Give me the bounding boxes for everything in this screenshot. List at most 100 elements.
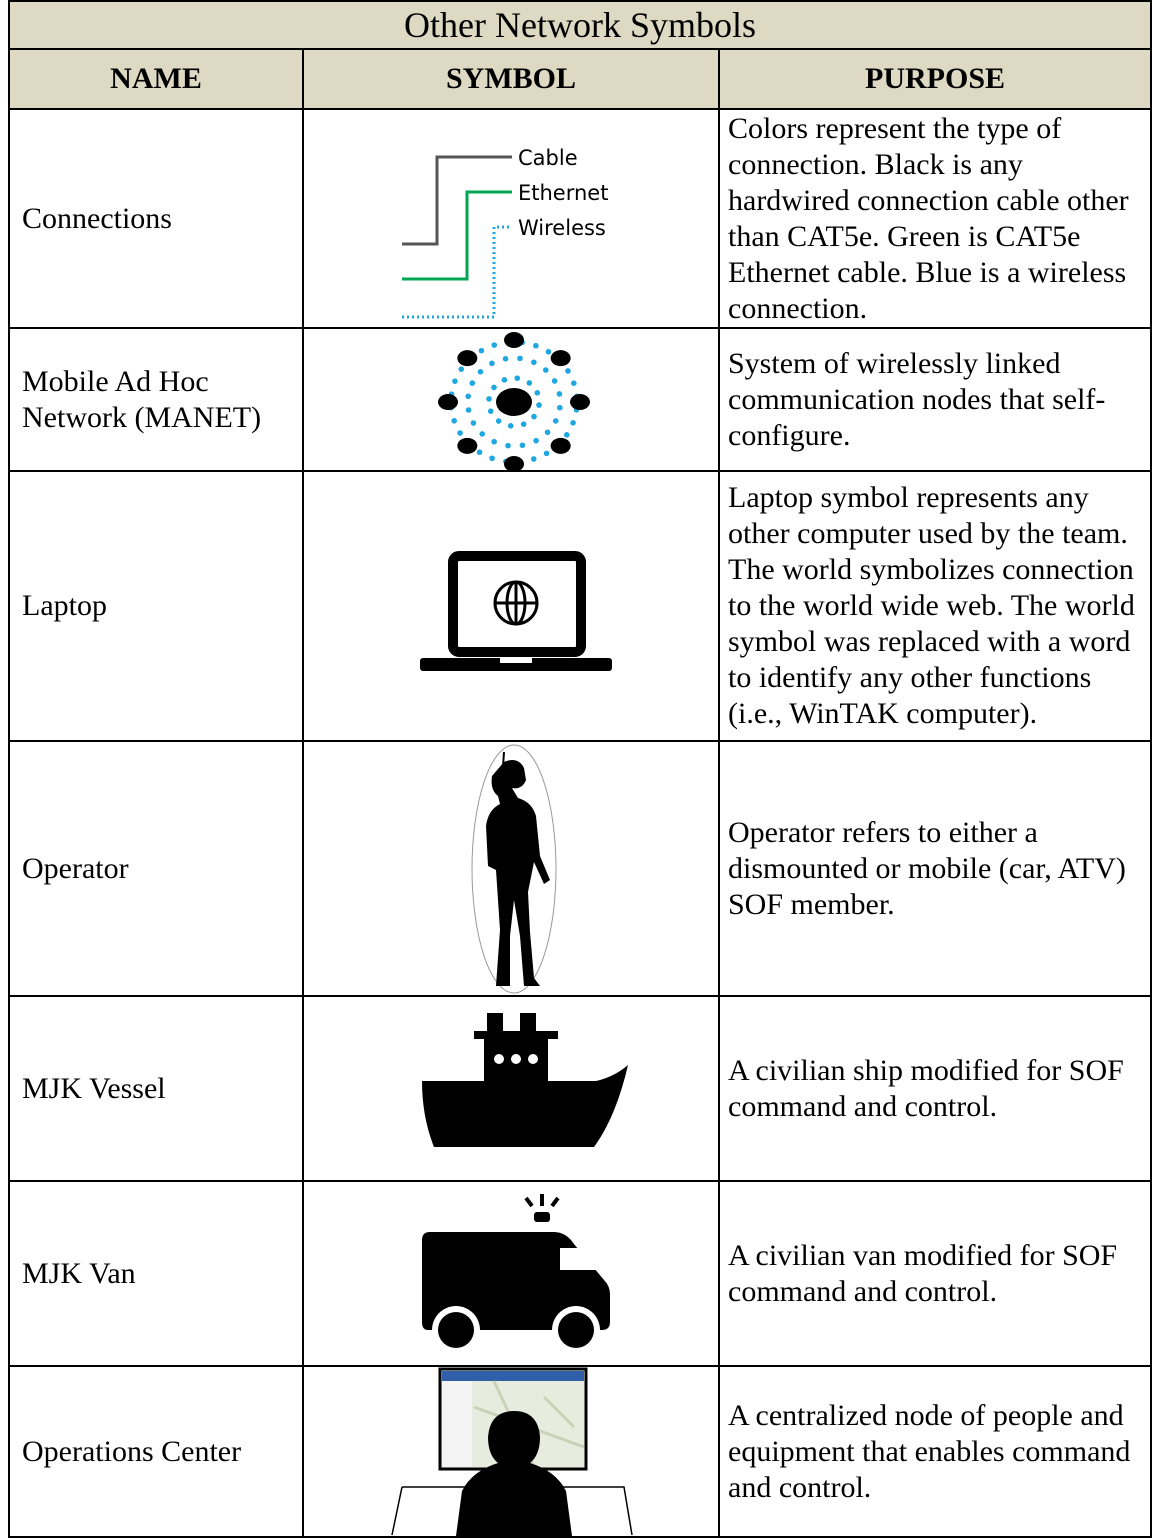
wireless-line [402,225,512,319]
funnel [487,1013,503,1033]
manet-link-dot [491,384,497,391]
header-cell: SYMBOL [302,48,720,110]
manet-link-dot [478,347,485,354]
symbol-cell [302,995,720,1182]
manet-link-dot [571,380,577,386]
manet-link-dot [479,431,486,437]
purpose-cell: Laptop symbol represents any other compu… [717,470,1153,742]
manet-link-dot [507,422,514,429]
manet-hub [496,388,532,416]
manet-node [504,456,524,470]
connections-symbol: Cable Ethernet Wireless [402,146,608,319]
purpose-cell: System of wirelessly linked communicatio… [717,327,1153,472]
name-cell: Laptop [8,470,304,742]
manet-link-dot [495,418,502,424]
manet-link-dot [465,393,471,400]
name-cell: Operator [8,740,304,997]
manet-node [550,350,571,367]
manet-link-dot [556,391,563,397]
purpose-cell: Colors represent the type of connection.… [717,108,1153,329]
manet-link-dot [545,348,552,355]
symbol-label: Cable [518,146,578,170]
operator-frame [471,744,557,994]
map-sidebar [442,1381,472,1467]
manet-link-dot [565,368,571,374]
name-cell: MJK Vessel [8,995,304,1182]
manet-link-dot [465,407,472,413]
manet-link-dot [533,342,539,349]
siren [534,1212,550,1222]
manet-node [457,350,478,367]
manet-link-dot [491,342,498,348]
laptop-screen [448,551,586,657]
manet-node [570,394,590,410]
manet-link-dot [526,380,533,386]
light-rays [524,1194,560,1208]
manet-link-dot [551,378,558,384]
manet-link-dot [489,455,495,462]
manet-link-dot [531,359,537,366]
laptop-base [420,658,612,671]
manet-link-dot [489,360,495,367]
manet-link-dot [452,378,458,384]
manet-link-dot [476,449,483,456]
laptop-symbol [420,551,612,671]
name-cell: Operations Center [8,1365,304,1538]
manet-link-dot [487,408,494,415]
manet-node [550,437,571,454]
porthole [511,1054,521,1064]
operations-center-symbol [391,1367,633,1536]
name-cell: Mobile Ad Hoc Network (MANET) [8,327,304,472]
manet-symbol [438,332,590,470]
manet-link-dot [520,421,527,427]
manet-link-dot [563,432,570,438]
funnel-cap [474,1031,558,1039]
manet-link-dot [457,430,463,436]
manet-link-dot [470,420,477,426]
purpose-cell: A centralized node of people and equipme… [717,1365,1153,1538]
map-toolbar [442,1371,584,1381]
manet-link-dot [486,396,492,402]
wheel [438,1312,474,1348]
manet-node [438,394,458,410]
person-silhouette [456,1411,572,1536]
header-cell: NAME [8,48,304,110]
name-cell: MJK Van [8,1180,304,1367]
manet-link-dot [534,389,541,396]
ethernet-line [402,190,512,281]
manet-link-dot [519,442,526,449]
cable-line [402,155,512,246]
hull [422,1065,628,1147]
symbol-cell [302,327,720,472]
purpose-cell: A civilian van modified for SOF command … [717,1180,1153,1367]
manet-link-dot [502,355,509,362]
symbol-cell [302,740,720,997]
manet-link-dot [544,429,551,436]
manet-node [504,332,524,348]
manet-link-dot [531,413,537,420]
manet-link-dot [491,438,497,445]
wheel [558,1312,594,1348]
symbol-cell [302,470,720,742]
purpose-cell: Operator refers to either a dismounted o… [717,740,1153,997]
manet-link-dot [505,442,511,449]
manet-link-dot [530,456,537,462]
manet-link-dot [477,368,484,375]
van-window [560,1248,596,1270]
porthole [494,1054,504,1064]
globe [493,580,539,626]
manet-link-dot [469,380,476,386]
antenna [501,751,505,783]
manet-node [457,437,478,454]
manet-link-dot [458,366,465,372]
operator-symbol [471,744,557,994]
vessel-symbol [422,1013,628,1147]
manet-link-dot [543,450,550,457]
porthole [528,1054,538,1064]
symbol-cell [302,1180,720,1367]
funnel [520,1013,536,1033]
symbol-cell [302,1365,720,1538]
header-cell: PURPOSE [717,48,1153,110]
symbol-label: Ethernet [518,181,608,205]
